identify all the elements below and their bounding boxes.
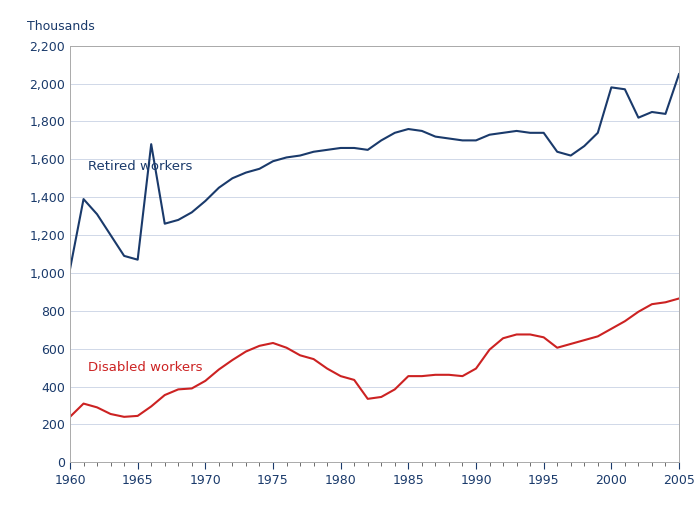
Text: Thousands: Thousands xyxy=(27,20,95,33)
Text: Retired workers: Retired workers xyxy=(88,160,192,173)
Text: Disabled workers: Disabled workers xyxy=(88,361,202,374)
